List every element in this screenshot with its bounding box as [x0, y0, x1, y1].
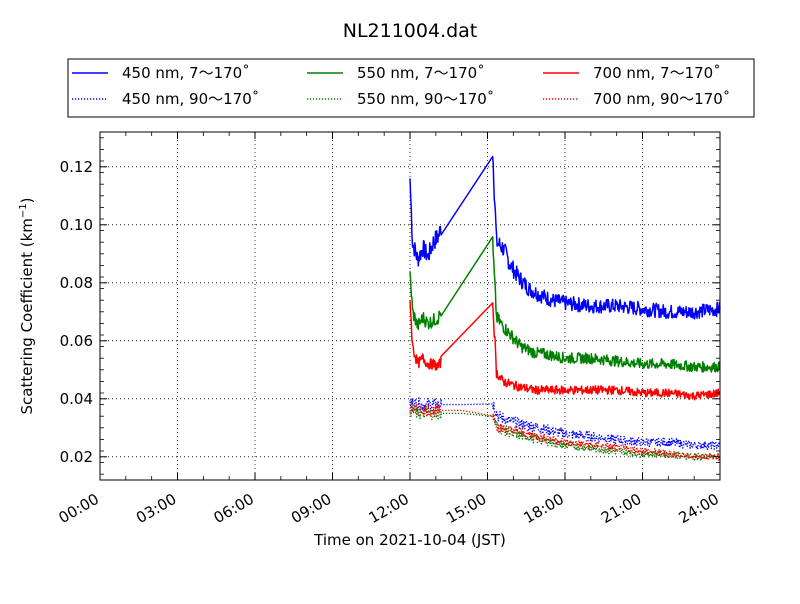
y-axis-label-superscript: −1 [18, 203, 29, 218]
y-tick-label: 0.06 [60, 332, 93, 350]
y-tick-label: 0.08 [60, 274, 93, 292]
y-tick-label: 0.02 [60, 448, 93, 466]
y-axis-label: Scattering Coefficient (km−1) [18, 197, 36, 414]
legend-label-0: 450 nm, 7～170˚ [122, 64, 250, 82]
y-tick-label: 0.04 [60, 390, 93, 408]
series-line-4 [409, 300, 721, 401]
x-tick-label: 03:00 [133, 490, 179, 527]
legend: 450 nm, 7～170˚ 550 nm, 7～170˚ 700 nm, 7～17… [67, 58, 755, 118]
x-tick-label: 09:00 [288, 490, 334, 527]
legend-items: 450 nm, 7～170˚ 550 nm, 7～170˚ 700 nm, 7～17… [72, 64, 730, 108]
series-line-2 [409, 236, 721, 373]
legend-label-5: 700 nm, 90～170˚ [593, 90, 730, 108]
y-tick-label: 0.10 [60, 216, 93, 234]
y-axis-label-close: ) [18, 197, 36, 203]
axis-ticks [99, 132, 721, 480]
legend-frame [67, 58, 755, 118]
x-tick-label: 24:00 [676, 490, 722, 527]
y-tick-labels: 0.02 0.04 0.06 0.08 0.10 0.12 [60, 158, 93, 466]
x-tick-label: 18:00 [521, 490, 567, 527]
y-tick-label: 0.12 [60, 158, 93, 176]
y-axis-label-main: Scattering Coefficient (km [18, 218, 36, 414]
series-line-5 [409, 401, 721, 461]
x-tick-label: 12:00 [366, 490, 412, 527]
plot-series [409, 155, 721, 461]
x-axis-label: Time on 2021-10-04 (JST) [313, 531, 506, 549]
legend-label-1: 450 nm, 90～170˚ [122, 90, 259, 108]
series-line-3 [409, 404, 721, 461]
series-line-0 [409, 155, 721, 320]
x-tick-label: 00:00 [56, 490, 102, 527]
chart-title: NL211004.dat [343, 20, 478, 42]
x-tick-label: 15:00 [443, 490, 489, 527]
legend-label-2: 550 nm, 7～170˚ [357, 64, 485, 82]
x-tick-labels: 00:00 03:00 06:00 09:00 12:00 15:00 18:00 21:00… [56, 490, 722, 527]
series-line-1 [409, 397, 721, 450]
x-tick-label: 21:00 [598, 490, 644, 527]
legend-label-4: 700 nm, 7～170˚ [593, 64, 721, 82]
legend-label-3: 550 nm, 90～170˚ [357, 90, 494, 108]
x-tick-label: 06:00 [211, 490, 257, 527]
grid-lines [99, 132, 721, 480]
